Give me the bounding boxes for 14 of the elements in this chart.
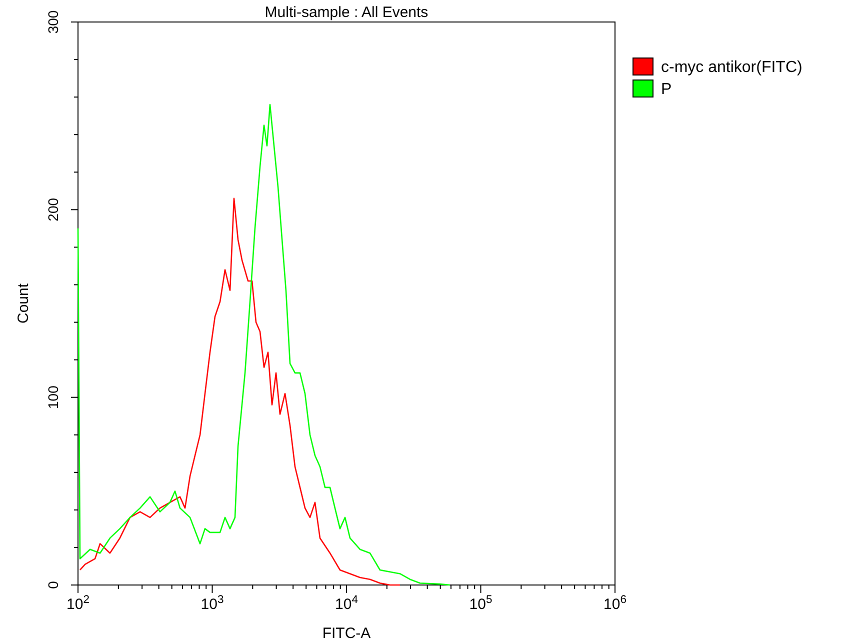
y-tick-label: 0 [45,580,61,589]
y-tick-label: 100 [45,385,61,410]
x-tick-label: 10$^{6}$ [604,594,626,613]
x-tick-label: 10$^{2}$ [66,594,90,613]
legend-label: c-myc antikor(FITC) [661,59,802,76]
x-axis-title: FITC-A [322,625,371,642]
y-axis-title: Count [15,282,32,324]
y-tick-label: 300 [45,10,61,34]
chart-title: Multi-sample : All Events [264,4,428,21]
x-tick-label: 10$^{5}$ [469,594,492,613]
y-tick-label: 200 [45,198,61,222]
x-tick-label: 10$^{3}$ [200,594,224,613]
x-tick-label: 10$^{4}$ [335,594,358,613]
legend-label: P [661,81,672,98]
